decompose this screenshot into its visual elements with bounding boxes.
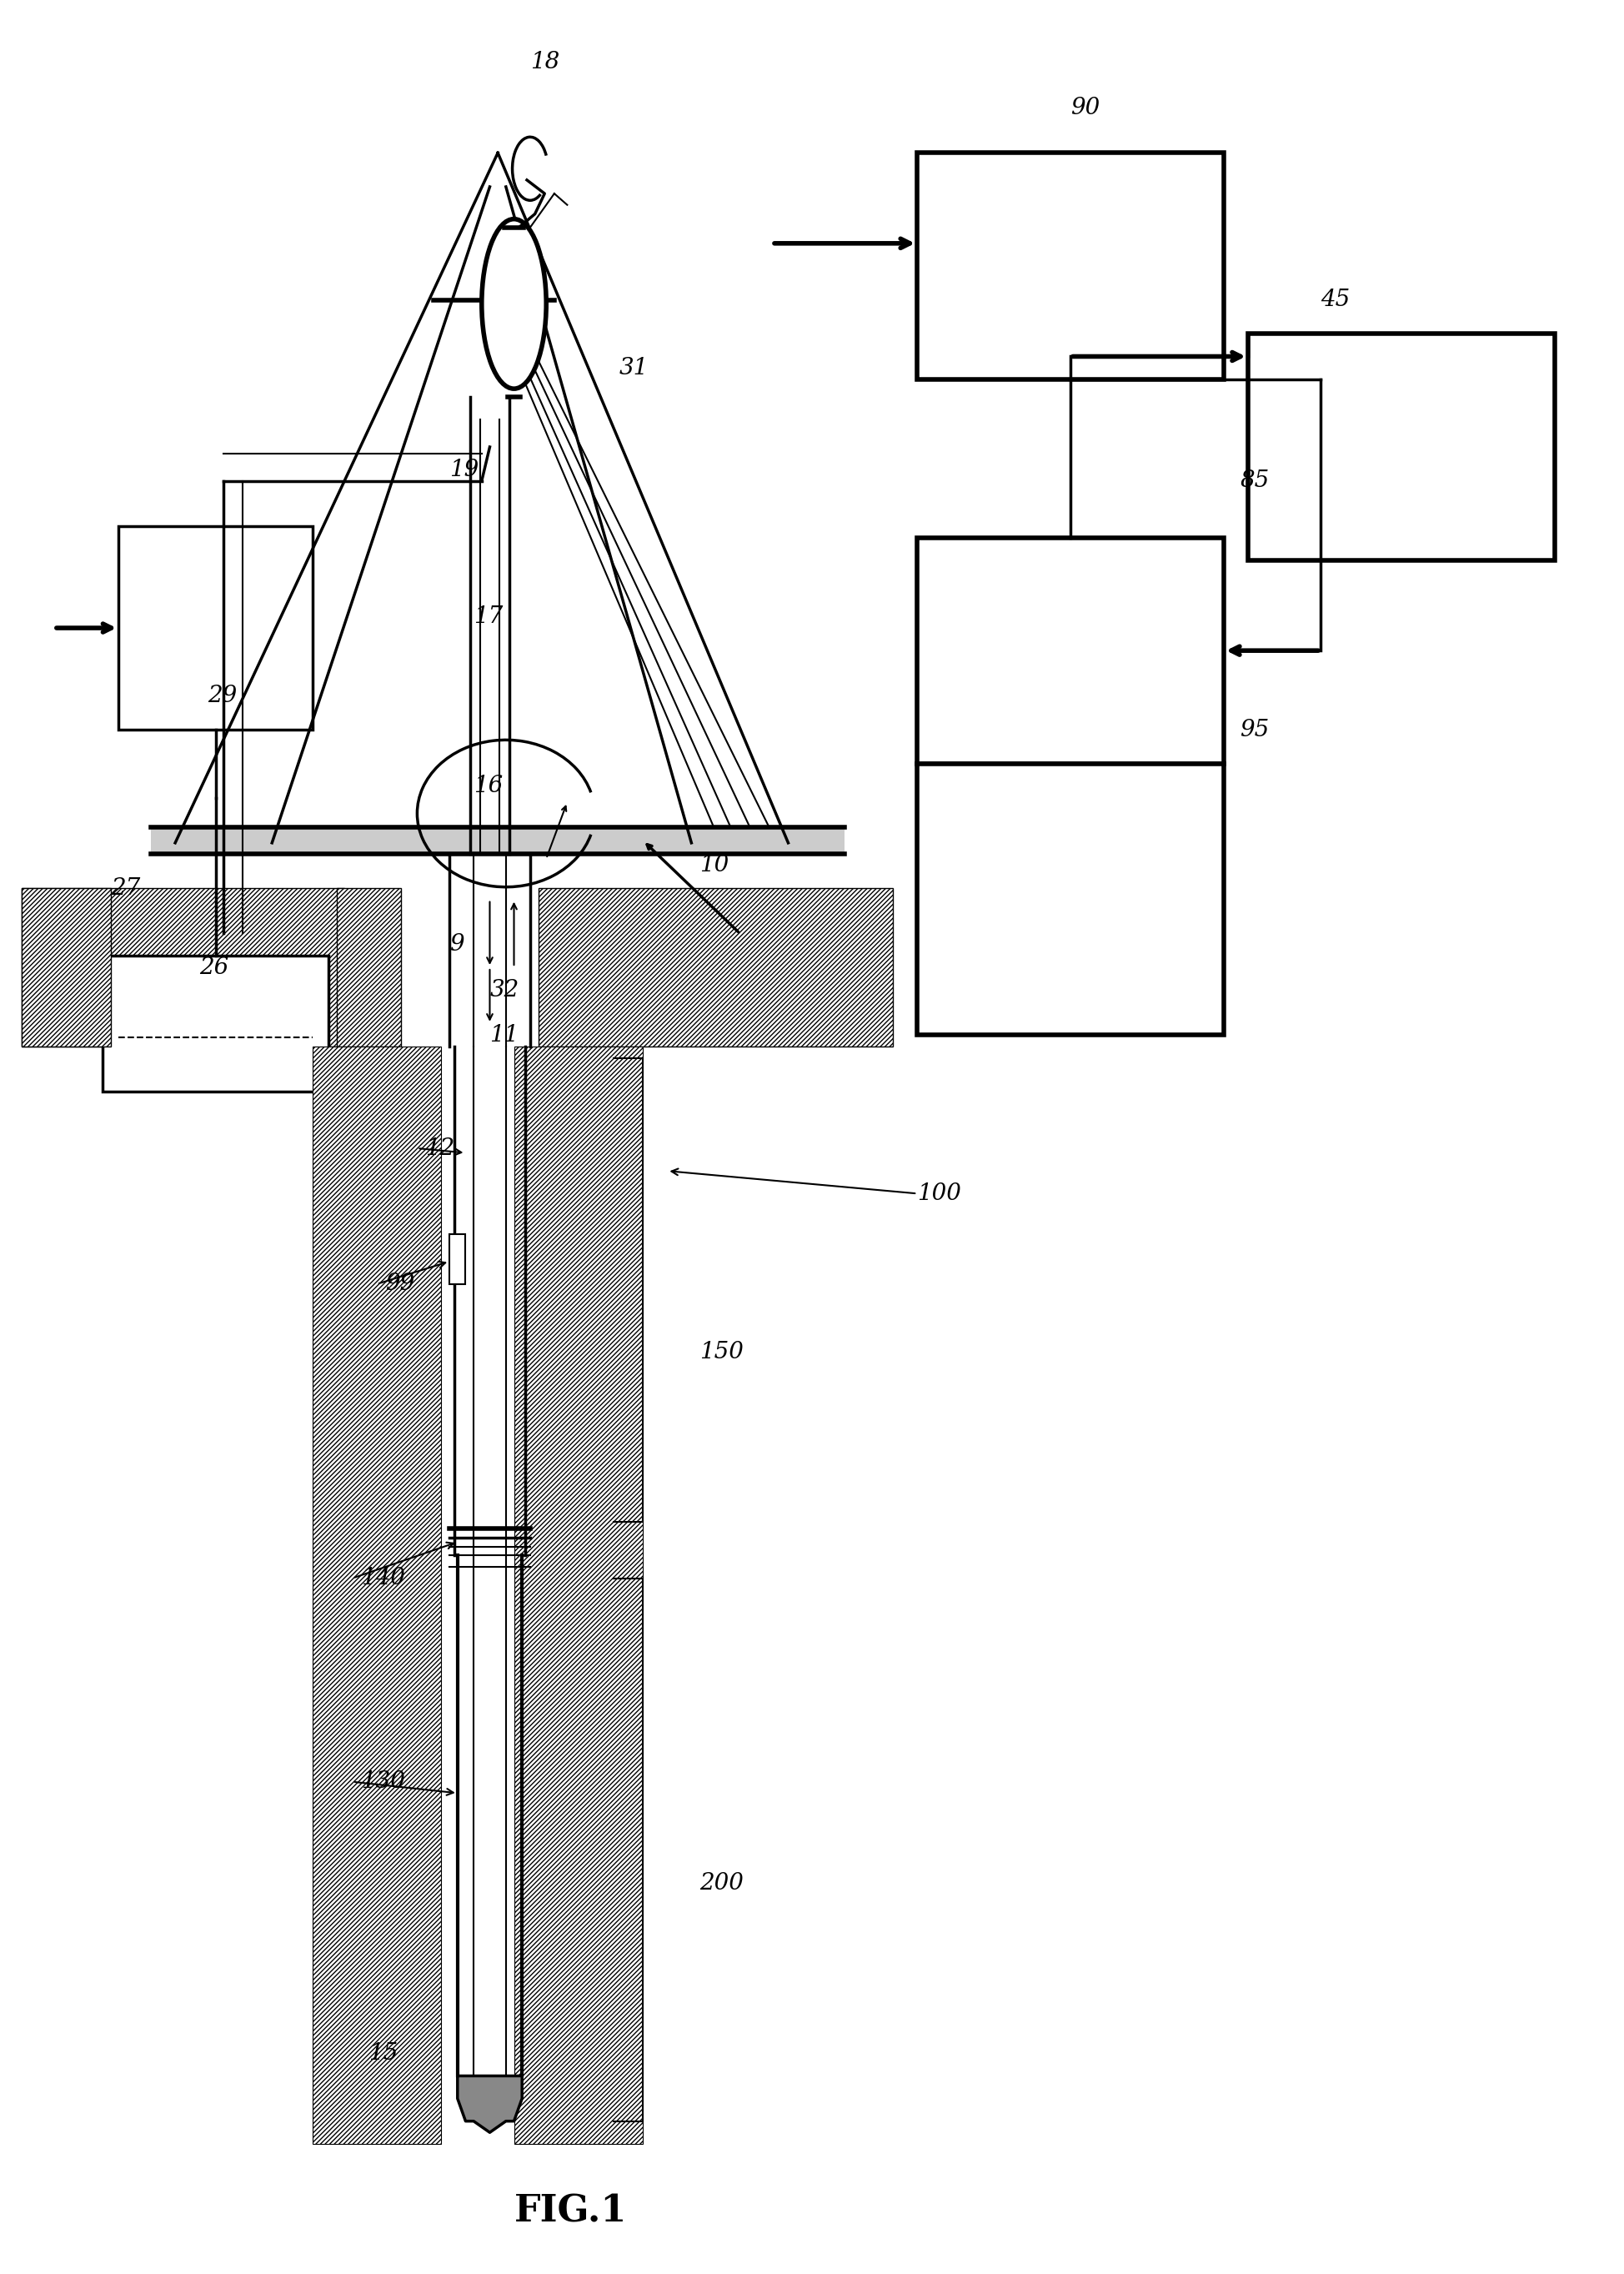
Text: 29: 29 bbox=[208, 684, 237, 707]
Bar bbox=[450, 1235, 466, 1285]
Text: 90: 90 bbox=[1070, 96, 1099, 118]
Text: 85: 85 bbox=[1239, 471, 1268, 491]
Bar bbox=[151, 828, 844, 855]
Bar bbox=[336, 889, 401, 1046]
Text: 27: 27 bbox=[110, 878, 140, 901]
Text: 99: 99 bbox=[385, 1273, 414, 1296]
Text: 12: 12 bbox=[425, 1137, 455, 1160]
Text: 150: 150 bbox=[698, 1342, 744, 1362]
Text: 16: 16 bbox=[473, 775, 503, 798]
Text: 45: 45 bbox=[1320, 289, 1350, 312]
Text: 15: 15 bbox=[369, 2042, 398, 2065]
Polygon shape bbox=[458, 2076, 521, 2133]
Text: 10: 10 bbox=[698, 855, 729, 878]
Bar bbox=[21, 889, 110, 1046]
Text: 19: 19 bbox=[450, 459, 479, 480]
Bar bbox=[918, 537, 1223, 764]
Text: 140: 140 bbox=[361, 1567, 404, 1590]
Bar bbox=[102, 955, 328, 1092]
Bar bbox=[513, 1046, 643, 2144]
Text: 18: 18 bbox=[529, 50, 559, 73]
Text: 100: 100 bbox=[918, 1182, 961, 1205]
Text: FIG.1: FIG.1 bbox=[513, 2194, 627, 2229]
Text: 26: 26 bbox=[200, 955, 229, 978]
Text: 32: 32 bbox=[489, 978, 520, 1001]
Bar bbox=[21, 889, 344, 1046]
Text: 11: 11 bbox=[489, 1023, 520, 1046]
Text: 95: 95 bbox=[1239, 719, 1268, 741]
Bar bbox=[918, 152, 1223, 380]
Bar bbox=[1247, 334, 1554, 559]
Text: 9: 9 bbox=[450, 932, 464, 955]
Text: 130: 130 bbox=[361, 1771, 404, 1792]
Bar bbox=[312, 1046, 442, 2144]
Text: 17: 17 bbox=[473, 605, 503, 628]
Bar bbox=[119, 525, 312, 730]
Text: 200: 200 bbox=[698, 1872, 744, 1894]
Bar bbox=[918, 764, 1223, 1035]
Ellipse shape bbox=[481, 218, 546, 389]
Text: 31: 31 bbox=[619, 357, 648, 380]
Bar bbox=[538, 889, 893, 1046]
